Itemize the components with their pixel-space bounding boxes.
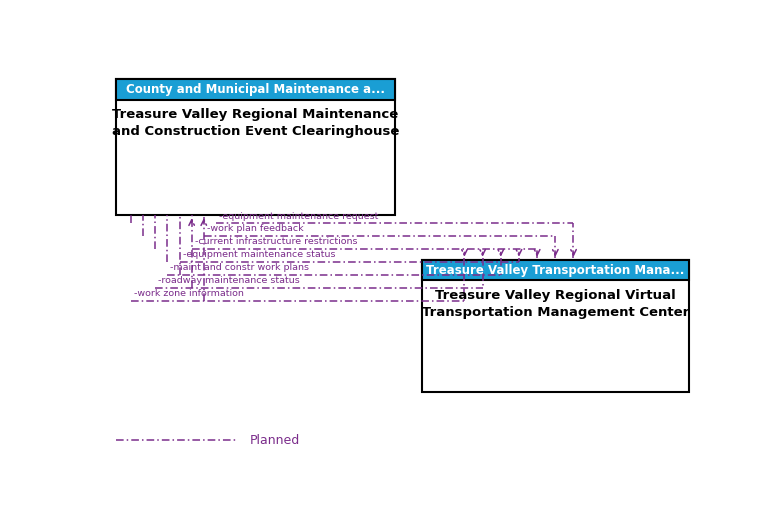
Text: -maint and constr work plans: -maint and constr work plans [170, 263, 310, 272]
Bar [422, 259, 689, 280]
Text: -work zone information: -work zone information [135, 289, 244, 298]
Text: Treasure Valley Transportation Mana...: Treasure Valley Transportation Mana... [426, 264, 684, 277]
Text: -work plan feedback: -work plan feedback [206, 224, 303, 233]
Text: Planned: Planned [249, 434, 300, 447]
Text: Treasure Valley Regional Virtual
Transportation Management Center: Treasure Valley Regional Virtual Transpo… [421, 289, 689, 318]
Bar [116, 79, 395, 100]
Text: -current infrastructure restrictions: -current infrastructure restrictions [195, 238, 357, 246]
Bar [116, 79, 395, 216]
Bar [116, 79, 395, 100]
Text: -equipment maintenance request: -equipment maintenance request [219, 211, 378, 221]
Text: -equipment maintenance status: -equipment maintenance status [183, 250, 335, 259]
Bar [422, 259, 689, 392]
Text: Treasure Valley Regional Maintenance
and Construction Event Clearinghouse: Treasure Valley Regional Maintenance and… [112, 108, 399, 138]
Bar [422, 259, 689, 280]
Text: -roadway maintenance status: -roadway maintenance status [159, 276, 300, 285]
Text: County and Municipal Maintenance a...: County and Municipal Maintenance a... [126, 82, 385, 96]
